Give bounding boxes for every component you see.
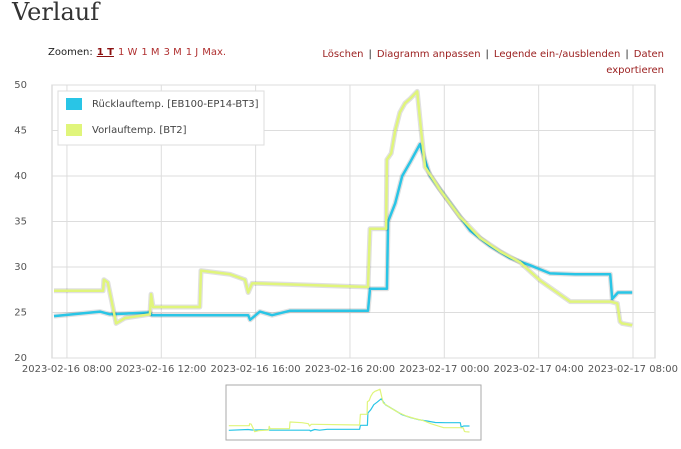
zoom-option[interactable]: 1 W <box>117 47 138 58</box>
x-tick-label: 2023-02-16 16:00 <box>211 364 301 375</box>
y-tick-label: 40 <box>14 171 27 182</box>
legend-swatch <box>66 124 82 136</box>
series-line <box>54 90 633 327</box>
x-tick-label: 2023-02-17 08:00 <box>588 364 678 375</box>
zoom-label: Zoomen: <box>48 47 93 58</box>
action-link[interactable]: Legende ein-/ausblenden <box>493 49 621 60</box>
separator: | <box>368 49 372 60</box>
x-tick-label: 2023-02-16 12:00 <box>116 364 206 375</box>
page-title: Verlauf <box>12 0 100 26</box>
legend-swatch <box>66 98 82 110</box>
series-line <box>53 142 633 322</box>
navigator-line <box>228 388 470 433</box>
separator: | <box>625 49 629 60</box>
y-tick-label: 20 <box>14 353 27 364</box>
legend-label: Rücklauftemp. [EB100-EP14-BT3] <box>92 99 259 110</box>
action-bar: Löschen | Diagramm anpassen | Legende ein-/a… <box>304 47 664 79</box>
y-tick-label: 50 <box>14 80 27 91</box>
x-tick-label: 2023-02-16 08:00 <box>22 364 112 375</box>
action-link[interactable]: Löschen <box>322 49 364 60</box>
zoom-option[interactable]: 1 T <box>96 47 114 58</box>
zoom-option[interactable]: Max. <box>202 47 227 58</box>
action-link[interactable]: Daten exportieren <box>606 49 664 76</box>
zoom-option[interactable]: 3 M <box>163 47 182 58</box>
action-link[interactable]: Diagramm anpassen <box>376 49 481 60</box>
x-tick-label: 2023-02-17 00:00 <box>399 364 489 375</box>
legend-label: Vorlauftemp. [BT2] <box>92 125 187 136</box>
x-tick-label: 2023-02-16 20:00 <box>305 364 395 375</box>
legend-box <box>57 90 265 146</box>
x-tick-label: 2023-02-17 04:00 <box>494 364 584 375</box>
y-tick-label: 45 <box>14 126 27 137</box>
y-tick-label: 25 <box>14 308 27 319</box>
separator: | <box>485 49 489 60</box>
y-tick-label: 30 <box>14 262 27 273</box>
zoom-option[interactable]: 1 J <box>185 47 199 58</box>
navigator <box>225 384 482 441</box>
zoom-option[interactable]: 1 M <box>141 47 160 58</box>
y-tick-label: 35 <box>14 217 27 228</box>
navigator-line <box>228 398 470 432</box>
